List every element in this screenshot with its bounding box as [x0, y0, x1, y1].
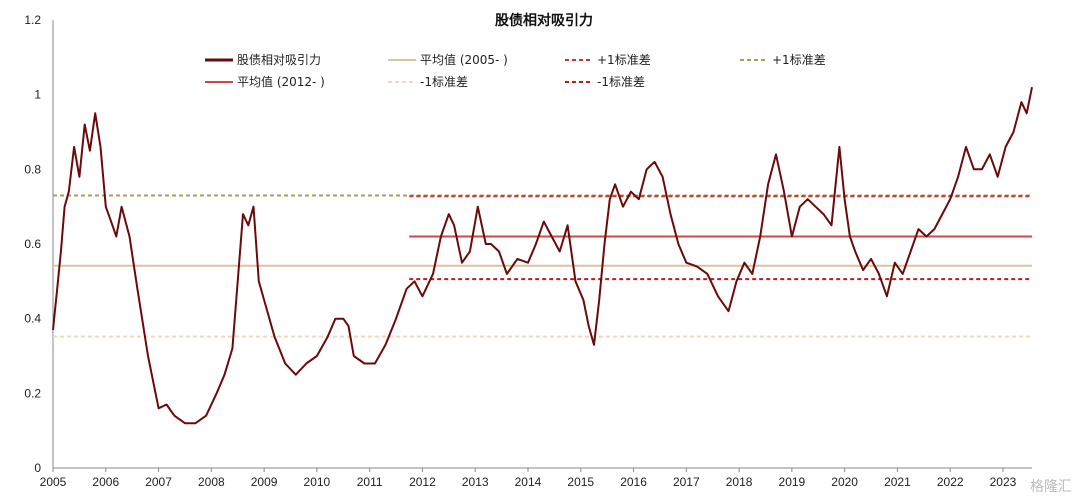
x-tick-label: 2020: [831, 475, 858, 489]
y-tick-labels: 0 0.2 0.4 0.6 0.8 1 1.2: [24, 13, 41, 475]
y-tick-label: 0.2: [24, 386, 41, 400]
watermark-logo: 格隆汇: [1030, 479, 1072, 495]
x-tick-label: 2016: [620, 475, 647, 489]
series-lines: [52, 87, 1033, 425]
x-tick-label: 2018: [726, 475, 753, 489]
axes: [52, 20, 1032, 469]
x-tick-label: 2023: [990, 475, 1017, 489]
chart-title: 股债相对吸引力: [495, 12, 593, 29]
x-tick-label: 2008: [198, 475, 225, 489]
x-tick-label: 2022: [937, 475, 964, 489]
x-tick-label: 2010: [304, 475, 331, 489]
y-tick-label: 1.2: [24, 13, 41, 27]
y-tick-label: 0: [34, 461, 41, 475]
x-tick-label: 2005: [40, 475, 67, 489]
x-tick-label: 2021: [884, 475, 911, 489]
x-tick-label: 2011: [357, 475, 383, 489]
y-tick-label: 0.6: [24, 237, 41, 251]
x-tick-label: 2019: [779, 475, 806, 489]
x-tick-label: 2006: [92, 475, 119, 489]
legend-label: -1标准差: [597, 75, 645, 89]
y-tick-label: 0.8: [24, 162, 41, 176]
x-tick-label: 2013: [462, 475, 489, 489]
x-tick-label: 2017: [673, 475, 700, 489]
x-tick-label: 2007: [145, 475, 172, 489]
x-tick-label: 2015: [567, 475, 594, 489]
legend-label: +1标准差: [597, 53, 651, 67]
x-tick-label: 2009: [251, 475, 278, 489]
x-tick-labels: 2005 2006 2007 2008 2009 2010 2011 2012 2013 2014…: [40, 468, 1017, 489]
legend-label: 平均值 (2012- ): [237, 74, 325, 89]
legend-label: -1标准差: [420, 75, 468, 89]
y-tick-label: 1: [34, 88, 41, 102]
main-series-line: [52, 87, 1033, 425]
x-tick-label: 2014: [515, 475, 542, 489]
legend-label: +1标准差: [772, 53, 826, 67]
legend-label: 平均值 (2005- ): [420, 52, 508, 67]
y-tick-label: 0.4: [24, 312, 41, 326]
x-tick-label: 2012: [409, 475, 436, 489]
legend-label: 股债相对吸引力: [237, 53, 321, 67]
